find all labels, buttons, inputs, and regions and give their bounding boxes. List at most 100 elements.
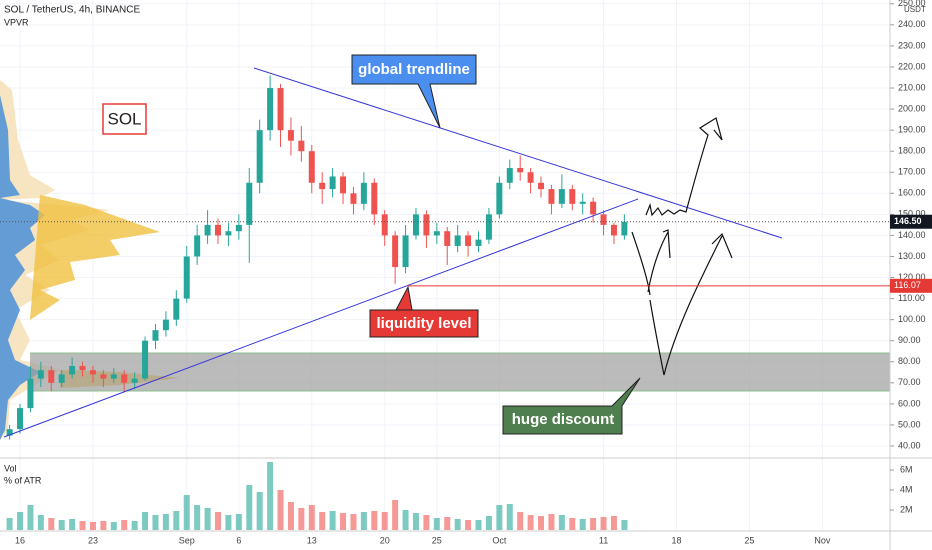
y-tick-label: 180.00 — [898, 146, 926, 156]
candle-body — [69, 365, 76, 375]
candle-body — [162, 319, 169, 331]
candle-body — [17, 408, 24, 430]
y-axis-unit: USDT — [904, 5, 926, 14]
volume-bar — [27, 505, 34, 530]
y-tick-label: 170.00 — [898, 167, 926, 177]
price-tag-label: 146.50 — [894, 216, 922, 226]
volume-bar — [590, 518, 597, 530]
candle-body — [287, 130, 294, 141]
volume-bar — [621, 520, 628, 530]
volume-bar — [454, 519, 461, 530]
candle-body — [527, 172, 534, 183]
x-tick-label: 23 — [88, 535, 98, 545]
candle-body — [235, 224, 242, 232]
candle-body — [538, 182, 545, 190]
volume-bar — [610, 516, 617, 530]
x-tick-label: 25 — [432, 535, 442, 545]
candle-body — [600, 214, 607, 225]
trendline — [253, 67, 783, 239]
overlay: 146.50 116.07 — [0, 214, 932, 293]
candle-body — [204, 224, 211, 236]
y-tick-label: 210.00 — [898, 82, 926, 92]
volume-bar — [142, 512, 149, 530]
candle-body — [152, 330, 159, 341]
volume-bar — [579, 519, 586, 530]
volume-bar — [350, 514, 357, 530]
volume-bar — [37, 515, 44, 530]
volume-bar — [319, 512, 326, 530]
callout-text: huge discount — [512, 411, 615, 428]
volume-bar — [412, 513, 419, 530]
volume-bar — [194, 505, 201, 530]
volume-bar — [173, 511, 180, 530]
price-tag — [890, 214, 932, 229]
y-tick-label: 6M — [900, 464, 913, 474]
symbol-label: SOL — [107, 109, 141, 128]
volume-bar — [381, 512, 388, 530]
volume-bar — [267, 462, 274, 530]
y-tick-label: 230.00 — [898, 40, 926, 50]
volume-bar — [183, 495, 190, 530]
y-tick-label: 60.00 — [898, 398, 921, 408]
callout — [351, 54, 477, 129]
callout — [369, 285, 479, 338]
x-tick-label: 16 — [15, 535, 25, 545]
y-tick-label: 150.00 — [898, 209, 926, 219]
x-tick-label: Sep — [179, 535, 195, 545]
volume-bar — [527, 515, 534, 530]
candle-body — [590, 201, 597, 215]
y-tick-label: 110.00 — [898, 293, 925, 303]
volume-bar — [465, 520, 472, 530]
volume-profile-up — [30, 195, 180, 388]
volume-bar — [360, 512, 367, 530]
volume-bar — [600, 517, 607, 530]
candle-body — [558, 189, 565, 204]
volume-bar — [277, 490, 284, 530]
volume-bar — [162, 514, 169, 530]
candle-body — [277, 88, 284, 131]
candle-body — [444, 231, 451, 246]
candle-body — [517, 168, 524, 173]
volume-title: Vol — [4, 463, 17, 473]
x-tick-label: Nov — [814, 535, 831, 545]
volume-profile-down — [0, 95, 45, 440]
candle-body — [6, 429, 13, 436]
candle-body — [506, 168, 513, 183]
y-tick-label: 140.00 — [898, 230, 926, 240]
volume-bar — [235, 514, 242, 530]
candle-body — [621, 221, 628, 236]
x-tick-label: Oct — [492, 535, 507, 545]
volume-bar — [433, 518, 440, 530]
candle-body — [319, 182, 326, 190]
volume-pane: 2M 4M 6M — [6, 462, 913, 530]
y-tick-label: 2M — [900, 504, 913, 514]
candle-body — [142, 340, 149, 379]
y-tick-label: 80.00 — [898, 356, 921, 366]
volume-bar — [152, 515, 159, 530]
volume-bar — [506, 504, 513, 530]
volume-bar — [340, 513, 347, 530]
volume-bar — [79, 521, 86, 530]
candles — [6, 75, 628, 440]
volume-bar — [329, 511, 336, 530]
candle-body — [392, 235, 399, 268]
y-tick-label: 40.00 — [898, 440, 921, 450]
y-tick-label: 200.00 — [898, 103, 926, 113]
candle-body — [465, 235, 472, 246]
candle-body — [423, 214, 430, 236]
y-tick-label: 190.00 — [898, 125, 926, 135]
volume-bar — [496, 505, 503, 530]
drawing — [645, 117, 723, 217]
candle-body — [412, 214, 419, 236]
candle-body — [371, 182, 378, 215]
y-tick-label: 220.00 — [898, 61, 926, 71]
y-tick-label: 4M — [900, 484, 913, 494]
candle-body — [360, 182, 367, 204]
volume-bar — [6, 518, 13, 530]
candle-body — [256, 130, 263, 183]
price-tag-label: 116.07 — [894, 280, 921, 290]
candle-body — [89, 370, 96, 375]
volume-bar — [371, 511, 378, 530]
